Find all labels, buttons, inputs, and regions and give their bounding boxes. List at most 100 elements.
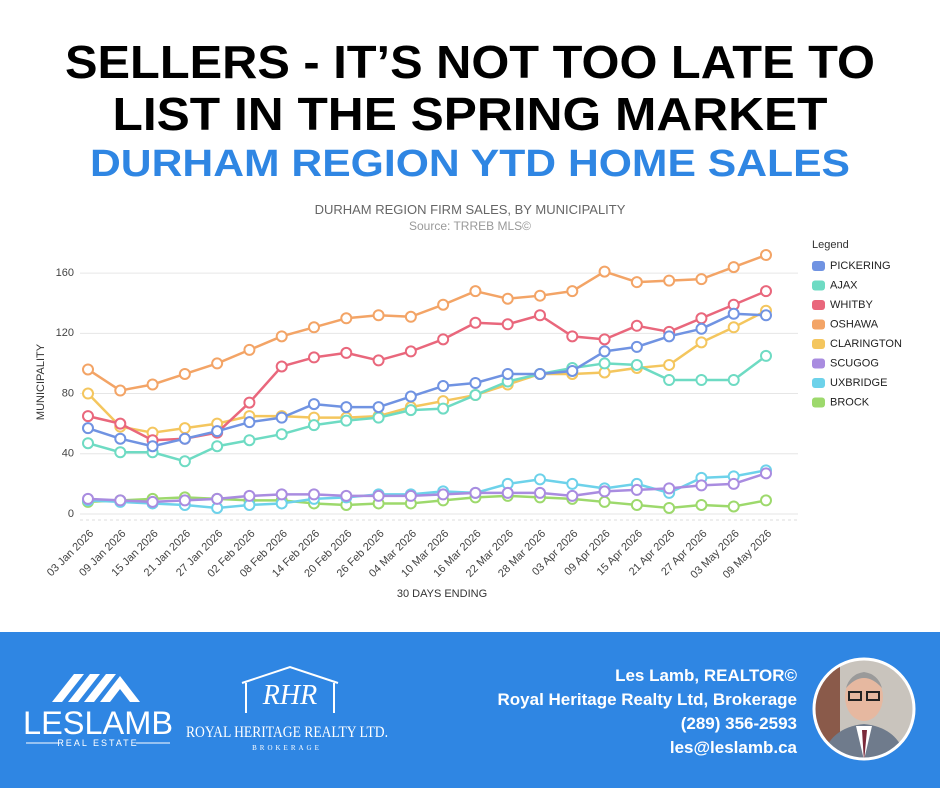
data-point (308, 351, 320, 364)
data-point (178, 455, 191, 468)
legend-swatch (812, 261, 825, 271)
data-point (760, 467, 772, 480)
y-tick-label: 80 (62, 387, 74, 399)
data-point (404, 404, 417, 417)
data-point (275, 428, 288, 441)
data-point (534, 473, 546, 486)
data-point (760, 309, 772, 322)
headline: LIST IN THE SPRING MARKET (113, 88, 828, 140)
legend-label: OSHAWA (830, 318, 879, 330)
data-point (404, 390, 417, 403)
series-line (87, 472, 767, 504)
data-point (501, 318, 514, 331)
series-line (87, 253, 767, 392)
data-point (630, 340, 643, 353)
data-point (630, 319, 643, 332)
data-point (437, 380, 450, 393)
data-point (308, 398, 320, 411)
data-point (598, 345, 611, 358)
data-point (340, 312, 353, 325)
data-point (372, 401, 385, 414)
data-point (663, 373, 676, 386)
data-point (437, 333, 450, 346)
data-point (146, 378, 159, 391)
x-axis-label: 30 DAYS ENDING (397, 588, 487, 600)
data-point (308, 488, 320, 501)
data-point (695, 312, 708, 325)
legend-swatch (812, 339, 825, 349)
data-point (695, 373, 708, 386)
data-point (340, 414, 353, 427)
data-point (598, 495, 611, 508)
data-point (372, 309, 385, 322)
y-tick-label: 0 (68, 508, 74, 520)
y-tick-label: 40 (62, 448, 74, 460)
data-point (469, 377, 482, 390)
data-point (82, 387, 94, 400)
legend-label: AJAX (830, 279, 858, 291)
data-point (243, 396, 256, 409)
legend-label: UXBRIDGE (830, 377, 887, 389)
data-point (340, 346, 353, 359)
data-point (372, 354, 385, 367)
y-axis-label: MUNICIPALITY (35, 343, 47, 420)
data-point (760, 494, 772, 507)
contact-name: Les Lamb, REALTOR© (615, 666, 797, 685)
data-point (437, 298, 450, 311)
data-point (727, 321, 740, 334)
data-point (437, 488, 450, 501)
data-point (114, 494, 127, 507)
legend-swatch (812, 300, 825, 310)
brand-tagline: REAL ESTATE (57, 738, 138, 748)
data-point (695, 479, 708, 492)
data-point (243, 343, 256, 356)
data-point (598, 333, 611, 346)
legend-swatch (812, 397, 825, 408)
data-point (211, 440, 224, 453)
data-point (727, 477, 740, 490)
data-point (630, 276, 643, 289)
chart-title: DURHAM REGION FIRM SALES, BY MUNICIPALIT… (315, 202, 626, 217)
data-point (598, 265, 611, 278)
data-point (82, 437, 94, 450)
legend-label: PICKERING (830, 260, 891, 272)
subheadline: DURHAM REGION YTD HOME SALES (90, 143, 850, 185)
house-icon (241, 665, 339, 713)
data-point (727, 500, 740, 513)
data-point (404, 345, 417, 358)
brokerage-mark: RHR (262, 680, 317, 711)
data-point (598, 357, 611, 370)
data-point (243, 416, 256, 429)
brand-name: LESLAMB (23, 705, 173, 741)
data-point (566, 285, 579, 298)
chart-subtitle: Source: TRREB MLS© (409, 219, 531, 233)
data-point (340, 401, 353, 414)
footer-band (0, 632, 940, 788)
data-point (695, 336, 708, 349)
y-tick-label: 160 (56, 267, 74, 279)
data-point (146, 495, 159, 508)
data-point (695, 498, 708, 511)
contact-phone: (289) 356-2593 (681, 714, 797, 733)
data-point (82, 410, 94, 423)
headline: SELLERS - IT’S NOT TOO LATE TO (65, 36, 875, 88)
legend-swatch (812, 358, 825, 369)
data-point (534, 486, 546, 499)
data-point (663, 330, 676, 343)
data-point (566, 489, 579, 502)
data-point (308, 321, 320, 334)
legend-title: Legend (812, 239, 849, 251)
data-point (308, 419, 320, 432)
data-point (178, 422, 191, 435)
data-point (695, 273, 708, 286)
data-point (663, 274, 676, 287)
data-point (760, 349, 772, 362)
data-point (534, 309, 546, 322)
data-point (114, 417, 127, 430)
legend-label: WHITBY (830, 299, 873, 311)
data-point (275, 330, 288, 343)
series-line (87, 312, 767, 448)
data-point (114, 384, 127, 397)
series-line (87, 354, 767, 463)
data-point (243, 434, 256, 447)
